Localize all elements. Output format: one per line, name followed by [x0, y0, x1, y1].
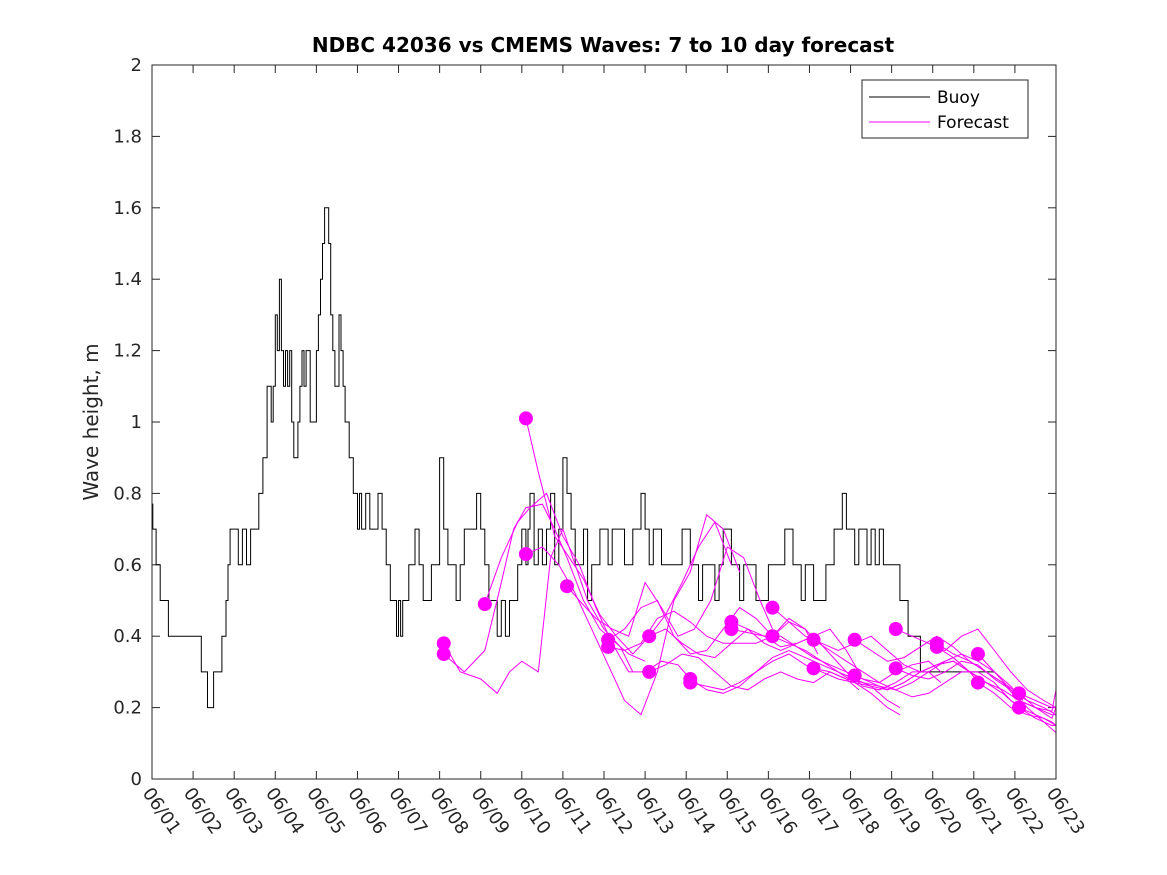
legend-box	[861, 79, 1029, 139]
y-tick-label: 1.2	[113, 341, 142, 362]
plot-frame	[151, 64, 1057, 780]
x-tick-label: 06/09	[467, 784, 514, 839]
y-tick-label: 0.4	[113, 626, 142, 647]
forecast-line	[936, 646, 1056, 726]
forecast-start-marker	[642, 629, 657, 644]
forecast-start-marker	[518, 411, 533, 426]
x-tick-label: 06/06	[343, 784, 390, 839]
forecast-line	[690, 649, 901, 716]
y-axis-label: Wave height, m	[79, 343, 103, 500]
y-tick-label: 0.2	[113, 698, 142, 719]
forecast-line	[1018, 692, 1057, 720]
forecast-start-marker	[601, 639, 616, 654]
forecast-line	[690, 653, 901, 709]
y-tick-label: 0.6	[113, 555, 142, 576]
y-tick-label: 1	[131, 412, 142, 433]
x-tick-label: 06/16	[754, 784, 801, 839]
x-tick-label: 06/17	[795, 784, 842, 839]
y-tick-label: 1.6	[113, 198, 142, 219]
forecast-line	[443, 527, 634, 695]
forecast-start-marker	[765, 629, 780, 644]
x-tick-label: 06/18	[836, 784, 883, 839]
x-tick-label: 06/04	[261, 784, 308, 839]
forecast-line	[854, 635, 1056, 709]
forecast-line	[649, 628, 860, 673]
x-tick-label: 06/12	[590, 784, 637, 839]
forecast-start-marker	[683, 675, 698, 690]
x-tick-label: 06/21	[960, 784, 1007, 839]
forecast-line	[484, 492, 691, 680]
forecast-start-marker	[847, 668, 862, 683]
x-tick-label: 06/10	[508, 784, 555, 839]
x-tick-label: 06/11	[549, 784, 596, 839]
forecast-start-marker	[642, 664, 657, 679]
forecast-line	[649, 653, 860, 691]
forecast-line	[525, 513, 741, 716]
y-tick-label: 0.8	[113, 483, 142, 504]
x-tick-label: 06/05	[302, 784, 349, 839]
x-tick-label: 06/22	[1001, 784, 1048, 839]
forecast-line	[895, 660, 1057, 716]
y-tick-label: 2	[131, 55, 142, 76]
forecast-start-marker	[847, 632, 862, 647]
legend-forecast-label: Forecast	[937, 113, 1009, 133]
forecast-line	[813, 639, 1024, 709]
forecast-start-marker	[1012, 700, 1027, 715]
x-tick-label: 06/13	[631, 784, 678, 839]
buoy-series	[152, 207, 995, 709]
forecast-line	[936, 642, 1057, 712]
forecast-series-group	[436, 411, 1057, 733]
forecast-start-marker	[560, 579, 575, 594]
forecast-start-marker	[806, 632, 821, 647]
x-tick-label: 06/07	[384, 784, 431, 839]
forecast-line	[895, 628, 1057, 709]
forecast-start-marker	[765, 600, 780, 615]
x-tick-label: 06/19	[878, 784, 925, 839]
x-tick-label: 06/03	[220, 784, 267, 839]
forecast-line	[1018, 707, 1057, 726]
legend-buoy-label: Buoy	[937, 88, 980, 108]
forecast-start-marker	[888, 661, 903, 676]
forecast-start-marker	[1012, 686, 1027, 701]
forecast-start-marker	[970, 675, 985, 690]
y-tick-label: 1.4	[113, 269, 142, 290]
chart-title: NDBC 42036 vs CMEMS Waves: 7 to 10 day f…	[312, 33, 895, 57]
forecast-start-marker	[436, 647, 451, 662]
forecast-line	[566, 546, 773, 637]
y-tick-label: 0	[131, 769, 142, 790]
x-tick-label: 06/15	[713, 784, 760, 839]
forecast-start-marker	[477, 597, 492, 612]
forecast-start-marker	[888, 622, 903, 637]
buoy-line	[152, 207, 995, 709]
forecast-line	[731, 621, 942, 691]
x-tick-label: 06/08	[426, 784, 473, 839]
plot-area	[152, 65, 1056, 779]
x-tick-label: 06/02	[179, 784, 226, 839]
forecast-start-marker	[929, 639, 944, 654]
x-tick-label: 06/14	[672, 784, 719, 839]
forecast-start-marker	[724, 622, 739, 637]
forecast-start-marker	[970, 647, 985, 662]
forecast-start-marker	[806, 661, 821, 676]
y-tick-label: 1.8	[113, 126, 142, 147]
forecast-start-marker	[436, 636, 451, 651]
forecast-start-marker	[518, 547, 533, 562]
x-tick-label: 06/01	[138, 784, 185, 839]
x-tick-label: 06/23	[1042, 784, 1089, 839]
x-tick-label: 06/20	[919, 784, 966, 839]
legend: Buoy Forecast	[861, 79, 1029, 139]
